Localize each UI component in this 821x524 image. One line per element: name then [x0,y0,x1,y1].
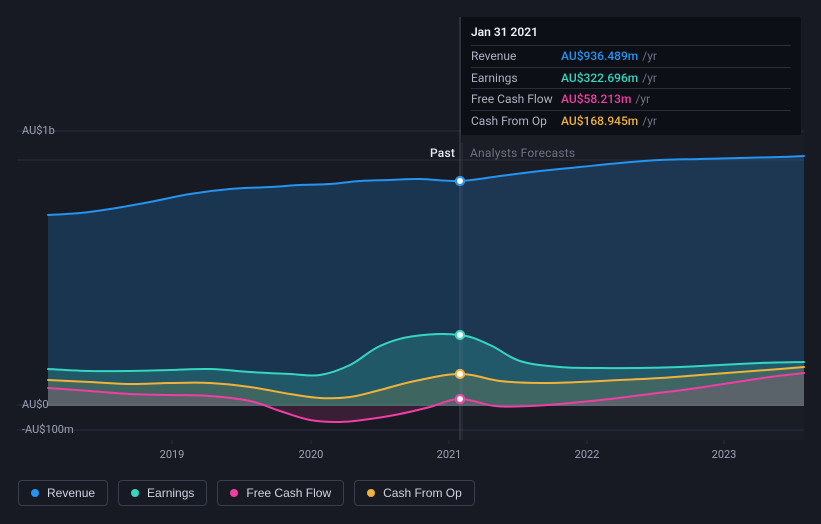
legend-dot-icon [131,489,139,497]
tooltip-row-label: Earnings [471,71,561,85]
legend-dot-icon [367,489,375,497]
tooltip-row: Earnings AU$322.696m /yr [471,67,791,88]
tooltip-row-label: Cash From Op [471,114,561,128]
legend-item-label: Earnings [147,486,194,500]
legend-item-label: Free Cash Flow [246,486,331,500]
legend-item-cfo[interactable]: Cash From Op [354,480,475,506]
tooltip-row-unit: /yr [642,114,657,128]
section-past-label: Past [430,146,455,160]
section-forecast-label: Analysts Forecasts [470,146,575,160]
tooltip-row-value: AU$168.945m [561,114,638,128]
x-tick-label: 2019 [160,448,185,461]
tooltip-title: Jan 31 2021 [471,23,791,45]
tooltip-row: Revenue AU$936.489m /yr [471,45,791,66]
tooltip-row-label: Revenue [471,49,561,63]
y-tick-label: AU$0 [22,398,49,411]
tooltip-row-value: AU$936.489m [561,49,638,63]
legend-item-label: Cash From Op [383,486,462,500]
legend-item-earnings[interactable]: Earnings [118,480,207,506]
legend: Revenue Earnings Free Cash Flow Cash Fro… [18,480,475,506]
x-tick-label: 2020 [299,448,324,461]
legend-item-fcf[interactable]: Free Cash Flow [217,480,344,506]
legend-item-revenue[interactable]: Revenue [18,480,108,506]
tooltip-row-label: Free Cash Flow [471,92,561,106]
tooltip-row: Free Cash Flow AU$58.213m /yr [471,88,791,109]
y-tick-label: AU$1b [22,124,55,137]
tooltip-row-unit: /yr [642,71,657,85]
tooltip-row-value: AU$322.696m [561,71,638,85]
tooltip-row-value: AU$58.213m [561,92,631,106]
x-tick-label: 2022 [575,448,600,461]
tooltip-row-unit: /yr [635,92,650,106]
x-tick-label: 2021 [437,448,462,461]
tooltip-row-unit: /yr [642,49,657,63]
legend-item-label: Revenue [47,486,95,500]
x-tick-label: 2023 [712,448,737,461]
financials-chart: AU$1b AU$0 -AU$100m 2019 2020 2021 2022 … [0,0,821,524]
legend-dot-icon [230,489,238,497]
y-tick-label: -AU$100m [22,423,74,436]
legend-dot-icon [31,489,39,497]
tooltip-row: Cash From Op AU$168.945m /yr [471,110,791,131]
hover-tooltip: Jan 31 2021 Revenue AU$936.489m /yr Earn… [461,17,801,135]
